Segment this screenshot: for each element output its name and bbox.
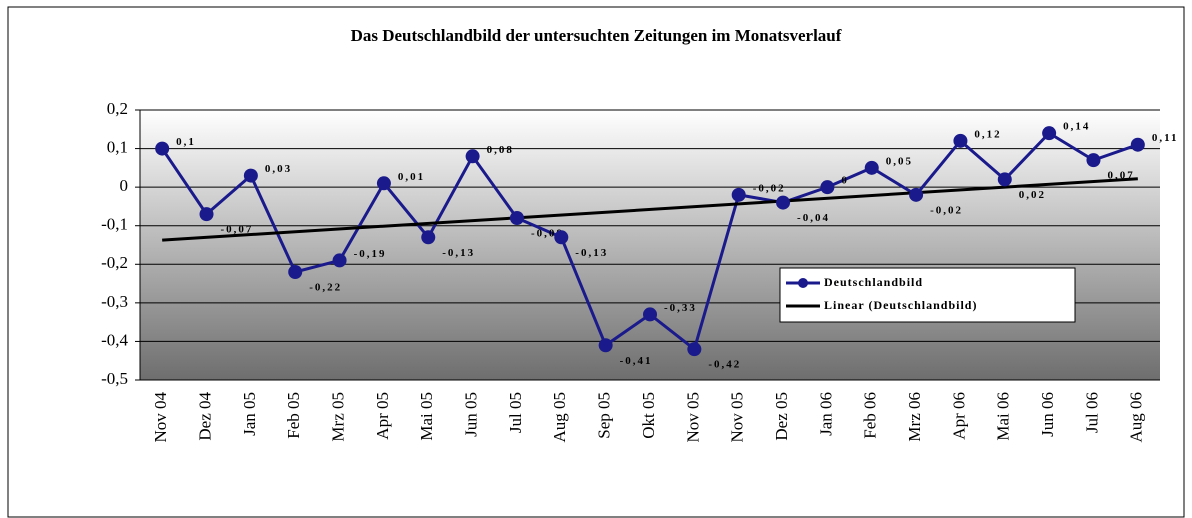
legend-label: Deutschlandbild bbox=[824, 275, 923, 289]
x-tick-label: Nov 05 bbox=[683, 392, 702, 443]
x-tick-label: Jul 05 bbox=[506, 392, 525, 433]
x-tick-label: Mai 05 bbox=[417, 392, 436, 441]
data-point bbox=[243, 168, 258, 183]
data-point bbox=[288, 265, 303, 279]
legend-label: Linear (Deutschlandbild) bbox=[824, 298, 977, 312]
y-tick-label: -0,4 bbox=[101, 330, 128, 349]
data-label: 0 bbox=[841, 175, 849, 187]
x-tick-label: Jul 06 bbox=[1082, 392, 1101, 433]
data-label: -0,41 bbox=[620, 355, 653, 367]
chart-title: Das Deutschlandbild der untersuchten Zei… bbox=[351, 26, 842, 45]
x-tick-label: Jan 05 bbox=[240, 392, 259, 436]
data-point bbox=[909, 187, 924, 202]
x-tick-label: Jun 06 bbox=[1038, 392, 1057, 437]
data-point bbox=[598, 338, 613, 353]
data-point bbox=[953, 133, 968, 148]
x-tick-label: Apr 06 bbox=[949, 392, 968, 440]
x-tick-label: Feb 06 bbox=[861, 392, 880, 439]
data-point bbox=[776, 195, 791, 210]
data-point bbox=[465, 149, 480, 164]
x-tick-label: Jun 05 bbox=[462, 392, 481, 437]
data-label: -0,08 bbox=[531, 228, 564, 240]
plot-area bbox=[140, 110, 1160, 380]
x-tick-label: Aug 05 bbox=[550, 392, 569, 443]
data-point bbox=[820, 180, 835, 195]
data-label: -0,02 bbox=[930, 204, 963, 216]
data-point bbox=[731, 187, 746, 202]
y-tick-label: 0 bbox=[120, 176, 129, 195]
data-point bbox=[155, 141, 170, 156]
legend-box bbox=[779, 267, 1076, 323]
x-tick-label: Aug 06 bbox=[1127, 392, 1146, 443]
x-tick-label: Nov 04 bbox=[151, 392, 170, 443]
data-label: 0,12 bbox=[974, 128, 1001, 140]
data-point bbox=[1086, 153, 1101, 168]
data-label: 0,1 bbox=[176, 136, 196, 148]
legend-swatch-marker bbox=[798, 278, 808, 288]
data-point bbox=[687, 342, 702, 357]
x-tick-label: Mai 06 bbox=[994, 392, 1013, 441]
data-label: 0,11 bbox=[1152, 132, 1179, 144]
x-tick-label: Feb 05 bbox=[284, 392, 303, 439]
data-point bbox=[1130, 137, 1145, 152]
data-point bbox=[332, 253, 347, 268]
y-tick-label: -0,2 bbox=[101, 253, 128, 272]
data-label: 0,01 bbox=[398, 171, 425, 183]
data-point bbox=[997, 172, 1012, 187]
data-point bbox=[509, 211, 524, 225]
data-point bbox=[643, 307, 657, 322]
trendline bbox=[162, 177, 1138, 242]
y-tick-label: 0,2 bbox=[107, 99, 128, 118]
y-tick-label: -0,3 bbox=[101, 292, 128, 311]
data-point bbox=[864, 160, 879, 175]
x-tick-label: Mrz 06 bbox=[905, 392, 924, 442]
data-label: -0,13 bbox=[575, 247, 608, 259]
x-tick-label: Sep 05 bbox=[595, 392, 614, 439]
data-label: -0,04 bbox=[797, 212, 830, 224]
data-point bbox=[421, 230, 436, 245]
data-label: 0,14 bbox=[1063, 121, 1090, 133]
data-label: -0,22 bbox=[309, 282, 342, 294]
x-tick-label: Okt 05 bbox=[639, 392, 658, 439]
x-tick-label: Mrz 05 bbox=[328, 392, 347, 442]
data-label: 0,03 bbox=[265, 163, 292, 175]
data-label: 0,02 bbox=[1019, 189, 1046, 201]
data-label: 0,05 bbox=[886, 155, 913, 167]
x-tick-label: Jan 06 bbox=[816, 392, 835, 436]
x-tick-label: Nov 05 bbox=[728, 392, 747, 443]
y-tick-label: -0,5 bbox=[101, 369, 128, 388]
data-point bbox=[554, 230, 569, 245]
data-label: 0,07 bbox=[1107, 170, 1134, 182]
data-label: 0,08 bbox=[487, 144, 514, 156]
data-label: -0,07 bbox=[221, 224, 254, 236]
data-label: -0,33 bbox=[664, 302, 697, 314]
x-tick-label: Dez 05 bbox=[772, 392, 791, 441]
data-point bbox=[1042, 126, 1057, 141]
data-point bbox=[376, 176, 391, 191]
x-tick-label: Apr 05 bbox=[373, 392, 392, 440]
x-tick-label: Dez 04 bbox=[195, 392, 214, 441]
data-label: -0,19 bbox=[354, 248, 387, 260]
data-label: -0,42 bbox=[708, 359, 741, 371]
data-label: -0,02 bbox=[753, 182, 786, 194]
y-tick-label: -0,1 bbox=[101, 215, 128, 234]
y-tick-label: 0,1 bbox=[107, 137, 128, 156]
data-label: -0,13 bbox=[442, 247, 475, 259]
data-point bbox=[199, 207, 214, 222]
